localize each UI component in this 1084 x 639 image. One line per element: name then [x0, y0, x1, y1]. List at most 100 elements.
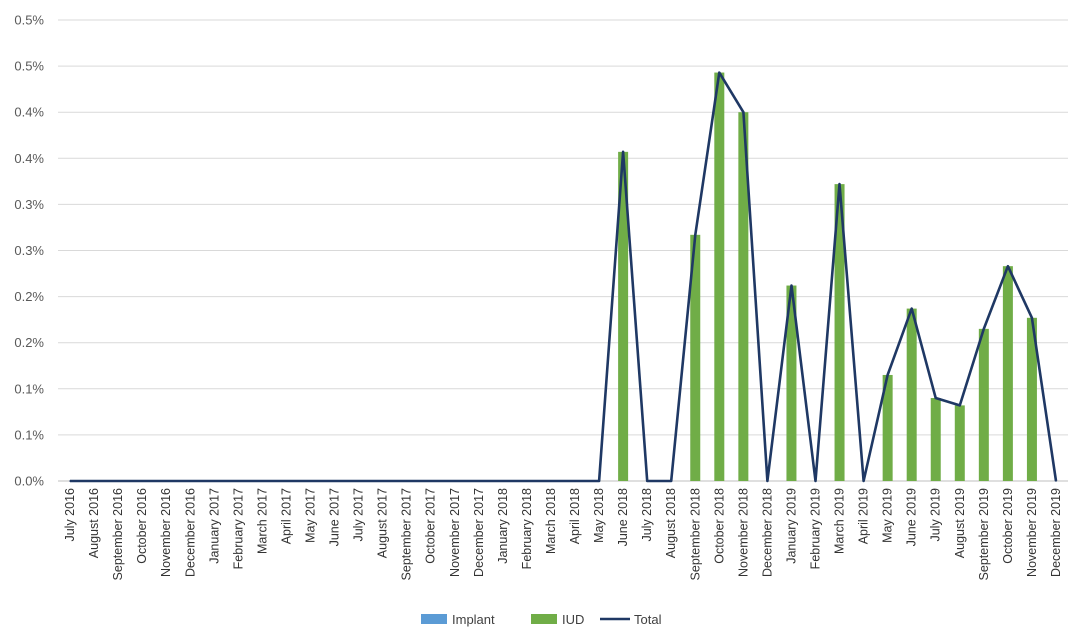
total-point — [213, 480, 216, 482]
iud-bar — [882, 374, 893, 481]
total-point — [141, 480, 143, 482]
y-tick-label: 0.5% — [14, 59, 44, 74]
x-tick-label: November 2017 — [448, 488, 462, 577]
total-point — [742, 111, 745, 113]
x-tick-label: February 2018 — [520, 488, 534, 569]
x-tick-label: September 2019 — [977, 488, 991, 580]
total-series-line — [70, 71, 1058, 483]
x-tick-label: December 2018 — [760, 488, 774, 577]
x-tick-label: February 2017 — [231, 488, 245, 569]
total-point — [1055, 480, 1057, 482]
total-point — [309, 480, 312, 482]
x-tick-label: May 2019 — [881, 488, 895, 543]
iud-bar — [1026, 317, 1037, 481]
total-point — [405, 480, 408, 482]
x-tick-label: October 2017 — [424, 488, 438, 564]
total-point — [622, 151, 624, 153]
x-tick-label: December 2017 — [472, 488, 486, 577]
total-legend-label: Total — [634, 612, 662, 627]
total-point — [237, 480, 240, 482]
iud-bar — [786, 285, 797, 481]
total-point — [886, 374, 889, 376]
x-tick-label: March 2018 — [544, 488, 558, 554]
total-point — [285, 480, 288, 482]
x-tick-label: January 2018 — [496, 488, 510, 564]
x-tick-label: April 2018 — [568, 488, 582, 544]
y-tick-label: 0.2% — [14, 289, 44, 304]
x-tick-label: July 2019 — [929, 488, 943, 542]
total-point — [261, 480, 264, 482]
iud-bar — [618, 151, 629, 481]
x-axis-ticks: July 2016 August 2016 September 2016 Octobe… — [63, 488, 1063, 580]
x-tick-label: April 2019 — [857, 488, 871, 544]
x-tick-label: September 2016 — [111, 488, 125, 580]
total-point — [1007, 265, 1009, 267]
total-point — [165, 480, 168, 482]
x-tick-label: June 2019 — [905, 488, 919, 546]
iud-bar — [906, 308, 917, 481]
x-tick-label: July 2017 — [352, 488, 366, 542]
implant-legend-swatch — [421, 614, 447, 624]
x-tick-label: November 2016 — [159, 488, 173, 577]
y-tick-label: 0.5% — [14, 13, 44, 28]
y-tick-label: 0.0% — [14, 474, 44, 489]
total-point — [814, 480, 817, 482]
x-tick-label: February 2019 — [809, 488, 823, 569]
x-tick-label: March 2017 — [255, 488, 269, 554]
y-tick-label: 0.1% — [14, 427, 44, 442]
total-point — [862, 480, 865, 482]
x-tick-label: September 2018 — [688, 488, 702, 580]
x-tick-label: August 2018 — [664, 488, 678, 558]
total-point — [598, 480, 600, 482]
gridlines — [58, 19, 1068, 482]
iud-legend-label: IUD — [562, 612, 584, 627]
total-point — [1031, 317, 1033, 319]
total-point — [381, 480, 384, 482]
total-point — [550, 480, 552, 482]
x-tick-label: May 2018 — [592, 488, 606, 543]
total-point — [670, 480, 673, 482]
x-tick-label: November 2019 — [1025, 488, 1039, 577]
total-point — [934, 397, 937, 399]
x-tick-label: January 2017 — [207, 488, 221, 564]
y-tick-label: 0.3% — [14, 197, 44, 212]
total-point — [117, 480, 119, 482]
x-tick-label: August 2017 — [376, 488, 390, 558]
iud-legend-swatch — [531, 614, 557, 624]
y-tick-label: 0.4% — [14, 105, 44, 120]
total-point — [983, 328, 985, 330]
total-point — [526, 480, 528, 482]
y-tick-label: 0.2% — [14, 335, 44, 350]
x-tick-label: August 2019 — [953, 488, 967, 558]
legend: Implant IUD Total — [421, 612, 662, 627]
y-tick-label: 0.4% — [14, 151, 44, 166]
total-point — [790, 284, 793, 287]
iud-bar — [930, 398, 941, 481]
x-tick-label: July 2018 — [640, 488, 654, 542]
x-tick-label: November 2018 — [736, 488, 750, 577]
x-tick-label: October 2018 — [712, 488, 726, 564]
total-point — [838, 183, 841, 185]
x-tick-label: August 2016 — [87, 488, 101, 558]
total-line — [69, 71, 1058, 483]
total-point — [69, 480, 71, 482]
iud-bar — [1002, 266, 1013, 481]
y-tick-label: 0.1% — [14, 381, 44, 396]
iud-bar — [954, 405, 965, 481]
total-point — [429, 480, 432, 482]
x-tick-label: December 2019 — [1049, 488, 1063, 577]
total-point — [574, 480, 576, 482]
x-tick-label: October 2019 — [1001, 488, 1015, 564]
iud-bar — [714, 72, 725, 481]
iud-bar — [690, 234, 701, 481]
x-tick-label: September 2017 — [400, 488, 414, 580]
x-tick-label: May 2017 — [304, 488, 318, 543]
x-tick-label: March 2019 — [833, 488, 847, 554]
y-tick-label: 0.3% — [14, 243, 44, 258]
iud-bar — [978, 328, 989, 481]
x-tick-label: January 2019 — [784, 488, 798, 564]
x-tick-label: June 2017 — [328, 488, 342, 546]
y-axis-ticks: 0.0% 0.1% 0.1% 0.2% 0.2% 0.3% 0.3% 0.4% 0.4% 0.5%… — [14, 13, 44, 489]
total-point — [766, 480, 769, 482]
total-point — [189, 480, 192, 482]
